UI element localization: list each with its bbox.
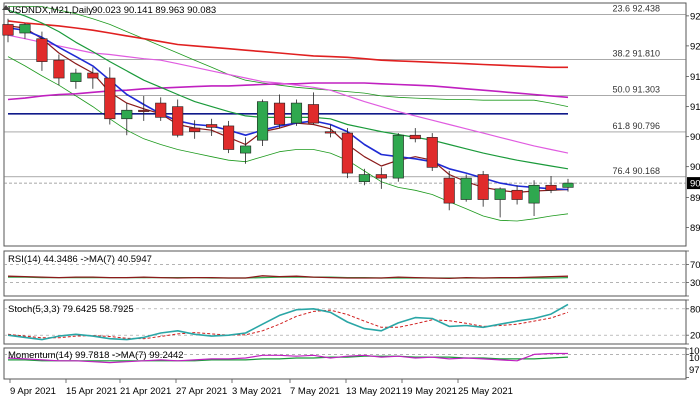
candle-bear [511,189,523,200]
date-label: 9 Apr 2021 [10,386,56,397]
candle-bear [307,104,320,124]
candle-bull [392,134,404,179]
fib-label: 76.4 90.168 [612,166,660,176]
stoch-axis: 80 20 [686,299,700,345]
date-axis: 9 Apr 2021 15 Apr 2021 21 Apr 2021 27 Apr 2… [9,379,513,397]
current-price-label: 90.083 [690,179,700,190]
candle-bear [477,174,489,200]
momentum-tick-label: 100.5558 [689,346,700,357]
candle-bear [426,137,438,168]
fib-label: 61.8 90.796 [612,121,660,131]
rsi-panel: 70 30 RSI(14) 44.3486 ->MA(7) 40.5947 [3,250,700,297]
date-label: 27 Apr 2021 [176,386,227,397]
candle-bear [324,131,336,134]
candlesticks [2,18,574,218]
current-price-marker: 90.083 [687,177,700,190]
candle-bear [375,174,387,179]
price-tick-label: 91.150 [690,102,700,113]
price-tick-label: 92.420 [690,11,700,22]
candle-bull [358,174,370,182]
momentum-axis: 100.555810097.4627 [686,346,700,378]
rsi-tick-label: 70 [690,260,700,271]
bollinger-bands [7,6,569,222]
price-tick-label: 89.460 [690,223,700,234]
stoch-label: Stoch(5,3,3) 79.6425 58.7925 [8,304,134,315]
price-tick-label: 92.000 [690,41,700,52]
momentum-tick-label: 97.4627 [689,365,700,376]
momentum-tick-label: 100 [689,353,700,364]
ma-green-line [7,9,569,170]
price-tick-label: 90.730 [690,132,700,143]
price-axis: 92.420 92.000 91.570 91.150 90.730 90.310 89.8… [686,11,700,234]
candle-bull [70,72,82,82]
chart-title: USDNDX,M21,Daily [8,5,93,16]
ohlc-header: 90.023 90.141 89.963 90.083 [92,5,216,16]
candle-bear [104,77,116,120]
candle-bear [545,184,557,191]
momentum-panel: 100.555810097.4627 Momentum(14) 99.7818 … [3,346,700,380]
rsi-axis: 70 30 [686,250,700,297]
ma-red-line [7,20,568,69]
candle-bear [223,125,235,150]
candle-bear [87,72,99,79]
candle-bull [562,182,574,188]
price-tick-label: 89.880 [690,193,700,204]
momentum-label: Momentum(14) 99.7818 ->MA(7) 99.2442 [8,350,184,361]
price-panel: 23.6 92.438 38.2 91.810 50.0 91.303 61.8 90… [2,2,700,247]
bollinger-lower-line [7,56,569,222]
stoch-lines [4,303,686,341]
date-label: 25 May 2021 [458,386,513,397]
stoch-d-line [7,309,569,340]
date-label: 3 May 2021 [232,386,282,397]
stoch-tick-label: 20 [690,331,700,342]
price-tick-label: 91.570 [690,72,700,83]
moving-averages [7,9,569,193]
price-tick-label: 90.310 [690,162,700,173]
rsi-tick-label: 30 [690,278,700,289]
stoch-panel: 80 20 Stoch(5,3,3) 79.6425 58.7925 [3,299,700,345]
candle-bull [240,145,252,154]
candle-bear [206,124,218,128]
date-label: 21 Apr 2021 [120,386,171,397]
candle-bear [53,59,65,79]
candle-bear [36,38,48,62]
candle-bear [409,134,421,140]
date-label: 15 Apr 2021 [66,386,117,397]
candle-bull [19,24,31,34]
candle-bull [121,109,133,120]
candle-bear [138,109,150,112]
bollinger-upper-line [8,6,569,107]
candle-bear [2,24,14,36]
momentum-line [7,352,568,364]
stoch-tick-label: 80 [690,304,700,315]
fib-label: 38.2 91.810 [612,48,660,58]
candle-bear [189,127,201,132]
date-label: 7 May 2021 [290,386,340,397]
ma-pink-line [7,34,569,154]
date-label: 19 May 2021 [402,386,457,397]
fib-label: 50.0 91.303 [612,85,660,95]
candle-bull [460,177,472,200]
collapse-arrow-icon[interactable] [2,5,10,10]
candle-bear [273,102,286,125]
ma-brown-line [7,25,569,193]
ma-blue-line [7,27,569,191]
candle-bull [256,101,269,141]
candle-bear [443,177,455,204]
date-label: 13 May 2021 [346,386,401,397]
candle-bull [494,188,506,200]
fib-label: 23.6 92.438 [612,4,660,14]
candle-bear [341,132,353,174]
candle-bull [290,102,303,124]
candle-bull [528,184,540,204]
rsi-lines [4,264,686,283]
candle-bear [155,102,167,118]
rsi-label: RSI(14) 44.3486 ->MA(7) 40.5947 [8,254,152,265]
candle-bear [172,106,184,136]
momentum-lines [4,352,686,364]
rsi-line [7,275,569,280]
stoch-k-line [7,303,569,341]
